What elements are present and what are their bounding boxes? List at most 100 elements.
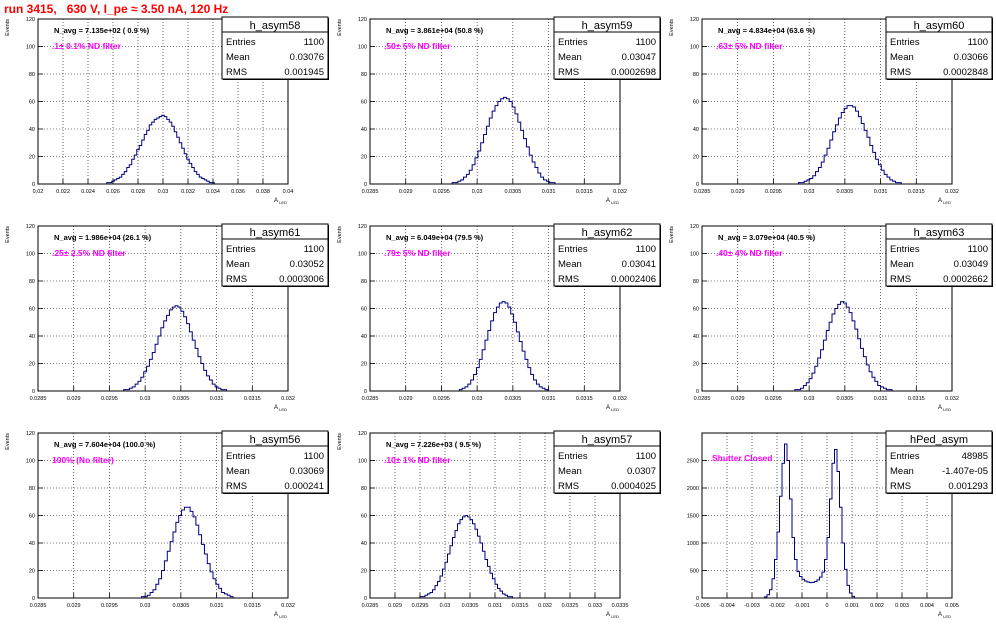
x-tick-label: 0.001 — [845, 603, 859, 609]
x-tick-label: 0.029 — [388, 603, 402, 609]
y-tick-label: 120 — [690, 224, 699, 230]
y-tick-label: 40 — [361, 541, 367, 547]
filter-annotation: .10± 1% ND filter — [384, 455, 451, 465]
stats-box-frame — [221, 16, 329, 80]
stats-value-mean: 0.03049 — [954, 259, 988, 270]
y-tick-label: 60 — [361, 307, 367, 313]
x-tick-label: 0.0285 — [694, 189, 711, 195]
stats-label-entries: Entries — [890, 244, 920, 255]
histogram-pad-h_asym58: 0.02 0.022 0.024 0.026 0.028 0.03 0.032 0.034 0.… — [5, 16, 329, 205]
x-tick-label: 0.0305 — [836, 189, 853, 195]
y-tick-label: 2500 — [687, 459, 699, 465]
canvas: run 3415, 630 V, I_pe ≈ 3.50 nA, 120 Hz … — [4, 2, 993, 619]
x-tick-label: 0.032 — [281, 396, 295, 402]
x-tick-label: 0.04 — [283, 189, 294, 195]
stats-value-entries: 1100 — [968, 37, 988, 48]
stats-value-mean: 0.0307 — [627, 466, 656, 477]
y-tick-label: 0 — [364, 596, 367, 602]
x-tick-label: 0.0315 — [908, 396, 925, 402]
x-tick-label: 0.029 — [399, 189, 413, 195]
x-axis-label-subscript: LED — [610, 200, 619, 205]
y-axis-label: Events — [5, 226, 11, 243]
x-tick-label: 0.0315 — [512, 603, 529, 609]
histogram-series — [764, 443, 855, 598]
y-tick-label: 120 — [358, 17, 367, 23]
x-tick-label: 0.038 — [256, 189, 270, 195]
x-tick-label: 0.03 — [472, 396, 483, 402]
x-axis-label-subscript: LED — [942, 614, 951, 619]
stats-label-mean: Mean — [558, 259, 582, 270]
stats-label-mean: Mean — [890, 466, 914, 477]
x-tick-label: 0.004 — [920, 603, 934, 609]
stats-label-rms: RMS — [558, 67, 579, 78]
x-tick-label: 0.032 — [281, 603, 295, 609]
x-tick-label: 0.029 — [731, 396, 745, 402]
x-tick-label: 0.005 — [945, 603, 959, 609]
stats-box-frame — [885, 223, 993, 287]
y-tick-label: 40 — [29, 127, 35, 133]
y-axis-label: Events — [337, 226, 343, 243]
histogram-pad-h_asym61: 0.0285 0.029 0.0295 0.03 0.0305 0.031 0.0315 0.… — [5, 223, 329, 412]
y-axis-label: Events — [5, 433, 11, 450]
stats-label-rms: RMS — [558, 274, 579, 285]
stats-value-mean: 0.03076 — [290, 52, 324, 63]
y-axis-label: Events — [5, 19, 11, 36]
stats-label-entries: Entries — [226, 451, 256, 462]
x-tick-label: 0.0295 — [765, 189, 782, 195]
stats-box: h_asym58 Entries 1100 Mean 0.03076 RMS 0.00194… — [221, 16, 329, 80]
x-tick-label: 0.0315 — [244, 396, 261, 402]
histogram-pad-h_asym63: 0.0285 0.029 0.0295 0.03 0.0305 0.031 0.0315 0.… — [669, 223, 993, 412]
x-tick-label: 0.029 — [67, 603, 81, 609]
stats-value-entries: 1100 — [636, 451, 656, 462]
x-tick-label: 0 — [825, 603, 828, 609]
stats-value-rms: 0.0002848 — [943, 67, 988, 78]
filter-annotation: .50± 5% ND filter — [384, 41, 451, 51]
x-axis-label: A LED — [274, 198, 287, 205]
x-tick-label: 0.032 — [945, 189, 959, 195]
x-tick-label: 0.0295 — [101, 603, 118, 609]
navg-annotation: N_avg = 4.834e+04 (63.6 %) — [718, 26, 816, 35]
x-tick-label: 0.029 — [67, 396, 81, 402]
x-tick-label: 0.0325 — [562, 603, 579, 609]
y-tick-label: 20 — [29, 569, 35, 575]
y-tick-label: 80 — [693, 279, 699, 285]
stats-value-mean: 0.03066 — [954, 52, 988, 63]
y-tick-label: 120 — [358, 224, 367, 230]
y-axis-label: Events — [337, 19, 343, 36]
y-tick-label: 100 — [26, 459, 35, 465]
stats-label-entries: Entries — [226, 244, 256, 255]
y-tick-label: 20 — [361, 569, 367, 575]
histogram-series — [106, 114, 215, 184]
navg-annotation: N_avg = 3.079e+04 (40.5 %) — [718, 233, 816, 242]
x-tick-label: 0.03 — [804, 189, 815, 195]
histogram-pad-h_asym62: 0.0285 0.029 0.0295 0.03 0.0305 0.031 0.0315 0.… — [337, 223, 661, 412]
x-axis-label: A LED — [938, 198, 951, 205]
x-tick-label: 0.024 — [81, 189, 95, 195]
stats-box-title: h_asym56 — [250, 434, 301, 446]
x-tick-label: 0.0305 — [504, 396, 521, 402]
y-tick-label: 20 — [361, 155, 367, 161]
stats-label-mean: Mean — [558, 52, 582, 63]
filter-annotation: .1± 0.1% ND filter — [52, 41, 122, 51]
stats-box-title: h_asym61 — [250, 227, 301, 239]
histogram-pad-h_asym59: 0.0285 0.029 0.0295 0.03 0.0305 0.031 0.0315 0.… — [337, 16, 661, 205]
stats-box-title: h_asym57 — [582, 434, 633, 446]
x-tick-label: 0.0305 — [172, 396, 189, 402]
stats-label-rms: RMS — [890, 481, 911, 492]
stats-value-rms: 0.001945 — [284, 67, 324, 78]
stats-label-rms: RMS — [558, 481, 579, 492]
y-tick-label: 100 — [358, 459, 367, 465]
y-tick-label: 100 — [358, 45, 367, 51]
x-axis-label-subscript: LED — [278, 407, 287, 412]
stats-value-rms: 0.0002406 — [611, 274, 656, 285]
stats-label-mean: Mean — [226, 52, 250, 63]
stats-value-rms: 0.001293 — [948, 481, 988, 492]
stats-label-entries: Entries — [558, 451, 588, 462]
y-tick-label: 20 — [693, 155, 699, 161]
x-tick-label: 0.031 — [874, 396, 888, 402]
stats-box-frame — [553, 430, 661, 494]
navg-annotation: N_avg = 1.986e+04 (26.1 %) — [54, 233, 152, 242]
x-tick-label: -0.004 — [719, 603, 735, 609]
y-tick-label: 40 — [693, 127, 699, 133]
stats-value-rms: 0.000241 — [284, 481, 324, 492]
